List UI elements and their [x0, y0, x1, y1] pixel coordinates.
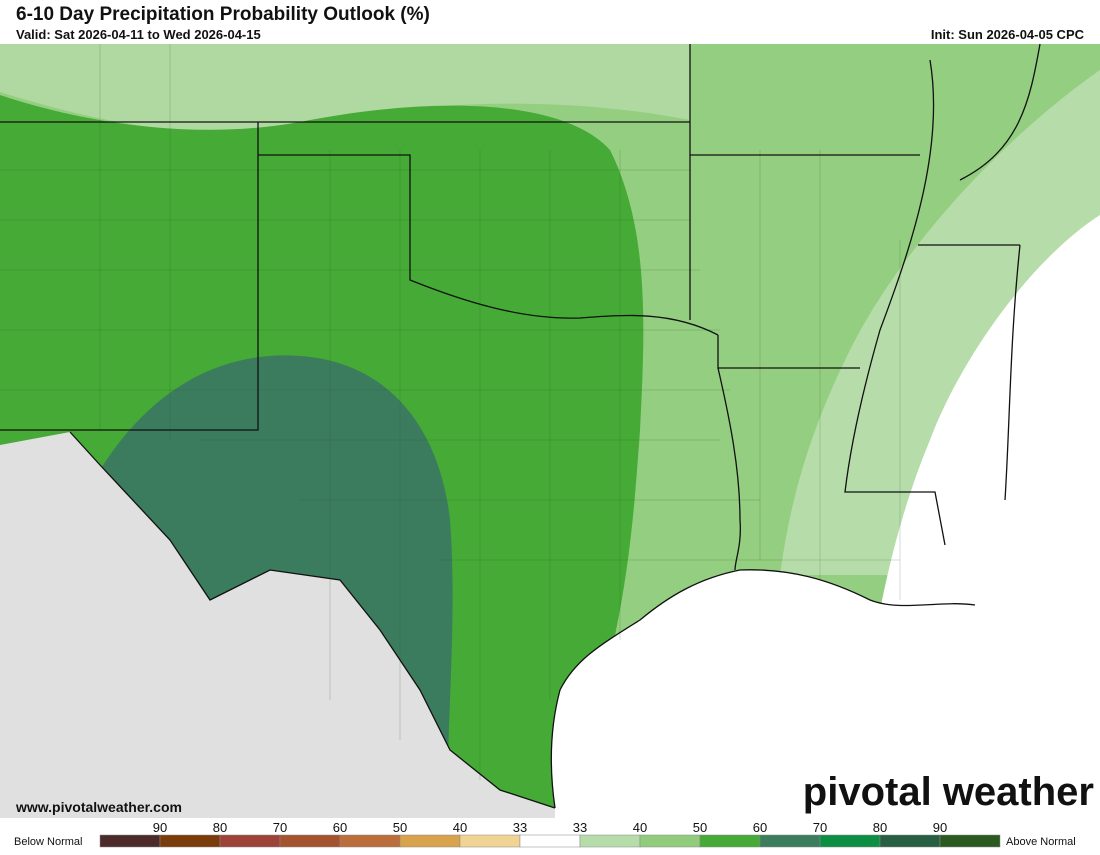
- init-time: Init: Sun 2026-04-05 CPC: [931, 27, 1085, 42]
- legend-swatch: [699, 834, 761, 848]
- legend-swatch: [879, 834, 941, 848]
- legend-swatch: [219, 834, 281, 848]
- legend-tick-label: 70: [273, 820, 287, 835]
- legend-swatch: [519, 834, 581, 848]
- legend-swatch: [399, 834, 461, 848]
- zone-33-north: [0, 44, 690, 133]
- legend-tick-label: 33: [573, 820, 587, 835]
- state-borders: [0, 43, 1041, 809]
- mexico: [0, 432, 555, 818]
- legend-below-label: Below Normal: [14, 836, 82, 848]
- legend-tick-label: 80: [213, 820, 227, 835]
- logo: pivotal weather: [803, 770, 1094, 814]
- legend-swatch: [99, 834, 161, 848]
- legend-tick-label: 90: [933, 820, 947, 835]
- legend-tick-label: 50: [393, 820, 407, 835]
- legend-swatch: [279, 834, 341, 848]
- title: 6-10 Day Precipitation Probability Outlo…: [16, 4, 430, 25]
- legend-tick-label: 40: [453, 820, 467, 835]
- legend-swatch: [159, 834, 221, 848]
- county-lines: [0, 44, 901, 780]
- legend-swatch: [339, 834, 401, 848]
- map: [0, 43, 1100, 818]
- legend-tick-label: 80: [873, 820, 887, 835]
- valid-time: Valid: Sat 2026-04-11 to Wed 2026-04-15: [16, 27, 261, 42]
- website: www.pivotalweather.com: [15, 799, 182, 815]
- legend-tick-label: 50: [693, 820, 707, 835]
- legend-swatch: [459, 834, 521, 848]
- legend-above-label: Above Normal: [1006, 836, 1076, 848]
- legend-swatch: [639, 834, 701, 848]
- legend-tick-label: 40: [633, 820, 647, 835]
- legend-swatch: [759, 834, 821, 848]
- legend-tick-label: 60: [333, 820, 347, 835]
- legend-tick-label: 33: [513, 820, 527, 835]
- zone-normal: [880, 215, 1100, 610]
- legend-tick-label: 90: [153, 820, 167, 835]
- legend: Below Normal Above Normal 90 80 70 60 50 40 33…: [14, 820, 1076, 848]
- legend-swatch: [579, 834, 641, 848]
- legend-swatch: [939, 834, 1001, 848]
- legend-tick-label: 60: [753, 820, 767, 835]
- legend-tick-label: 70: [813, 820, 827, 835]
- legend-swatch: [819, 834, 881, 848]
- gulf: [551, 515, 1100, 818]
